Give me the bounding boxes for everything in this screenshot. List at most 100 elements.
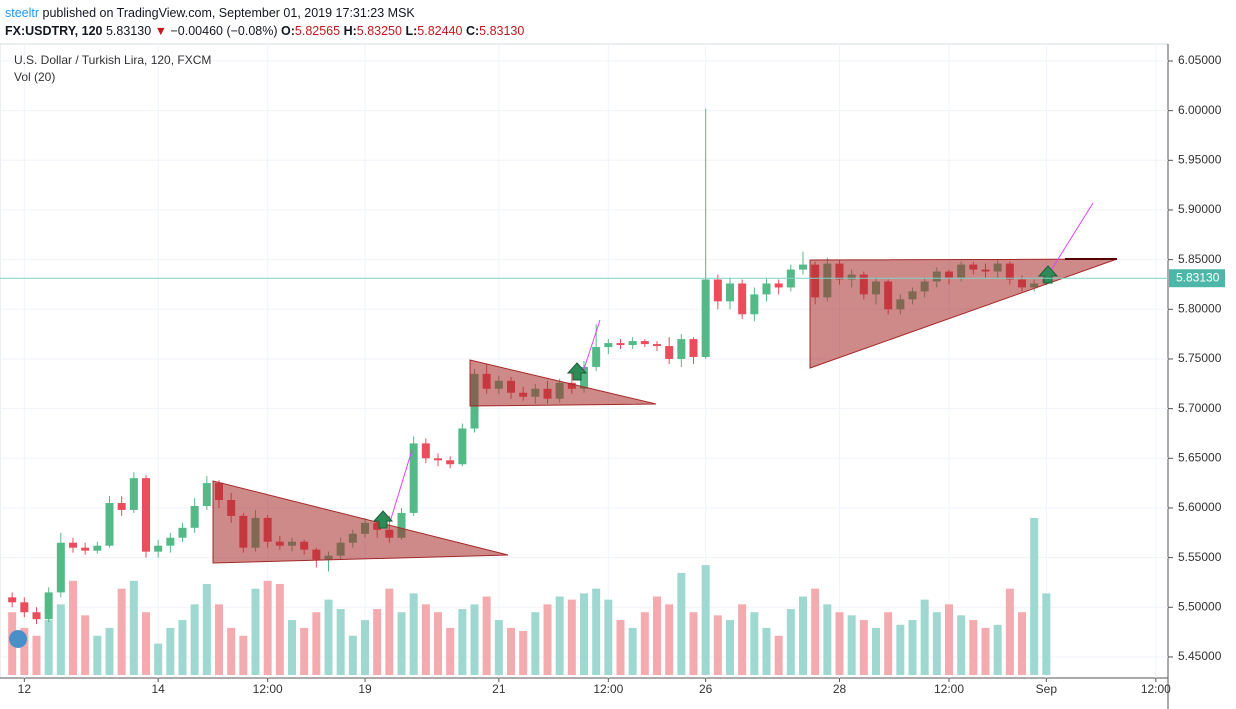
volume-bar [981,627,990,675]
x-tick-label: Sep [1036,682,1058,696]
volume-bar [312,612,321,675]
arrow-up[interactable] [1037,265,1059,284]
y-tick-label: 5.70000 [1178,401,1222,415]
candle-body [616,343,625,346]
volume-bar [835,612,844,675]
candle-body [458,428,467,465]
x-tick-label: 19 [358,682,372,696]
volume-bar [494,620,503,675]
candle-body [154,545,163,552]
volume-bar [859,620,868,675]
x-tick-label: 12:00 [593,682,623,696]
volume-bar [20,627,29,675]
y-tick-label: 5.85000 [1178,252,1222,266]
volume-bar [166,627,175,675]
volume-bar [677,572,686,675]
candle-body [81,547,90,551]
volume-bar [409,593,418,675]
volume-bar [689,612,698,675]
volume-bar [555,596,564,675]
volume-bar [275,583,284,675]
volume-bar [397,612,406,675]
candle-body [446,460,455,465]
candle-body [799,264,807,270]
candle-body [93,545,102,551]
y-tick-label: 5.50000 [1178,599,1222,613]
volume-bar [762,627,771,675]
volume-bar [93,635,102,675]
volume-bar [774,635,783,675]
candle-body [190,505,199,528]
arrow-up[interactable] [372,510,394,529]
candle-body [762,283,771,295]
ohlc-value: 5.82440 [417,24,463,38]
volume-bar [446,627,455,675]
volume-bar [957,615,966,675]
candle-body [142,478,150,552]
triangle[interactable] [469,359,657,407]
y-tick-label: 5.90000 [1178,202,1222,216]
volume-bar [300,627,309,675]
volume-bar [1030,518,1039,675]
y-tick-label: 5.55000 [1178,550,1222,564]
volume-bar [56,604,65,675]
volume-bar [32,635,41,675]
logo [9,630,28,648]
volume-bar [361,620,369,675]
volume-bar [847,615,856,675]
drawings [212,202,1118,564]
candle-body [32,612,41,620]
ohlc-value: 5.83130 [479,24,525,38]
volume-bar [653,596,661,675]
line[interactable] [1049,202,1094,273]
candle-body [713,279,722,302]
volume-bar [872,627,880,675]
candle-body [580,366,588,389]
candle-body [397,512,406,538]
legend-title: U.S. Dollar / Turkish Lira, 120, FXCM [14,53,211,67]
y-tick-label: 6.00000 [1178,103,1222,117]
candle-body [44,592,53,620]
change: −0.00460 (−0.08%) [170,24,278,38]
volume-bar [81,615,90,675]
volume-bar [482,596,491,675]
indicator-label: Vol (20) [14,70,55,84]
volume-bar [190,604,199,675]
candle-body [677,339,686,359]
candle-body [604,343,613,348]
candle-body [56,542,65,593]
volume-bar [178,620,187,675]
volume-bar [227,627,236,675]
volume-bar [640,612,649,675]
triangle[interactable] [809,258,1118,369]
author[interactable]: steeltr [5,6,40,20]
volume-bar [884,612,893,675]
volume-bar [385,588,394,675]
ohlc-value: 5.83250 [356,24,402,38]
volume-bar [434,612,442,675]
arrow-up[interactable] [566,362,588,381]
volume-bar [531,612,540,675]
publish-line: steeltr published on TradingView.com, Se… [5,4,524,22]
candle-body [774,283,783,288]
volume-bar [799,596,807,675]
volume-bar [336,609,345,675]
line[interactable] [582,319,601,373]
candle-body [628,341,637,346]
volume-bar [665,604,674,675]
published: published on TradingView.com, September … [42,6,415,20]
volume-bar [945,604,953,675]
volume-bar [1005,588,1014,675]
ohlc-label: L: [405,24,418,38]
symbol: FX:USDTRY, 120 [5,24,103,38]
line[interactable] [389,449,413,523]
candle-body [726,283,734,302]
volume-bar [288,620,296,675]
volume-bar [592,588,601,675]
volume-bar [239,635,248,675]
volume-bar [44,620,53,675]
candle-body [434,458,442,461]
candle-body [117,502,126,510]
triangle[interactable] [212,480,509,564]
